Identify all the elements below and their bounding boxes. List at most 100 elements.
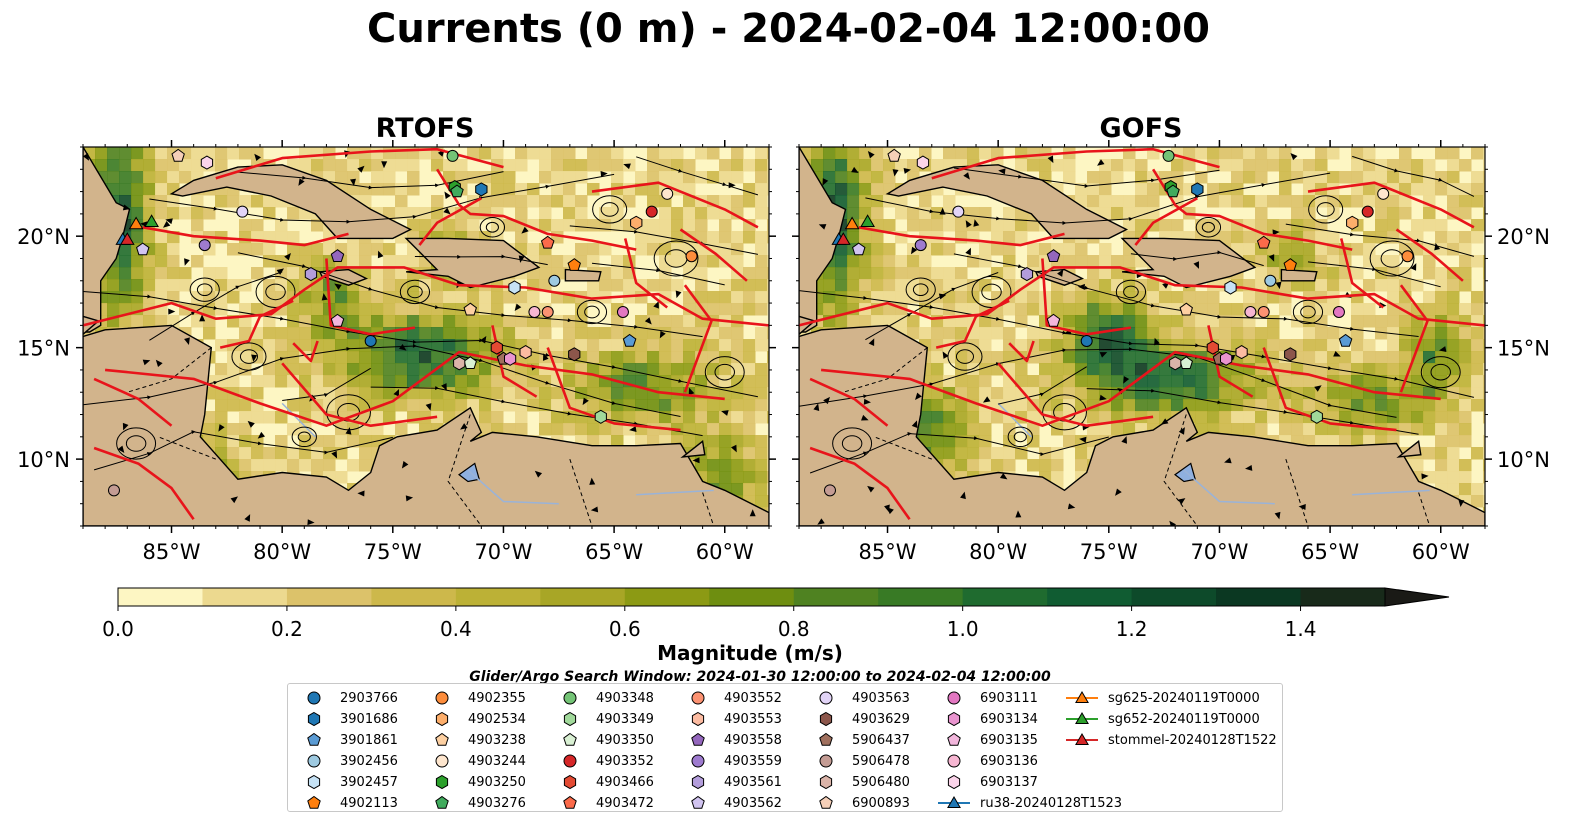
float-4903244 (661, 187, 674, 200)
colorbar-segment (1300, 588, 1386, 606)
float-4903238 (1179, 302, 1193, 316)
x-tick-label: 80°W (969, 540, 1027, 564)
legend-marker (435, 691, 449, 705)
legend-item: 4903238 (424, 730, 526, 750)
legend-item: 3902457 (296, 772, 398, 792)
legend-marker (435, 711, 449, 727)
legend-label: 4902113 (340, 795, 398, 811)
legend-label: 3901686 (340, 711, 398, 727)
float-4903552 (1257, 305, 1270, 318)
legend-marker (307, 774, 321, 790)
legend-label: 4903352 (596, 753, 654, 769)
legend-label: 4903563 (852, 690, 910, 706)
legend-marker (819, 754, 833, 768)
float-4903466 (1206, 340, 1219, 355)
legend-item: 4903562 (680, 793, 782, 813)
float-4903562 (852, 242, 866, 256)
legend-label: 4903348 (596, 690, 654, 706)
legend-item: 4903563 (808, 688, 910, 708)
legend-item: 4903552 (680, 688, 782, 708)
float-4903562 (136, 242, 150, 256)
legend-label: 4903350 (596, 732, 654, 748)
float-4903466 (490, 340, 503, 355)
legend-marker (563, 711, 577, 727)
legend-marker (563, 754, 577, 768)
legend-label: 5906480 (852, 774, 910, 790)
colorbar-segment (709, 588, 795, 606)
colorbar-segment (878, 588, 964, 606)
colorbar-segment (1131, 588, 1217, 606)
float-3902457 (1224, 280, 1237, 295)
float-6903111 (616, 305, 629, 318)
x-tick-label: 80°W (253, 540, 311, 564)
x-tick-label: 75°W (1080, 540, 1138, 564)
x-tick-label: 60°W (1412, 540, 1470, 564)
float-4903563 (236, 205, 249, 218)
legend-marker (307, 691, 321, 705)
float-4903558 (330, 249, 345, 262)
float-6903137 (200, 155, 214, 170)
legend-item: 5906480 (808, 772, 910, 792)
legend-label: 4903562 (724, 795, 782, 811)
float-3902456 (1264, 274, 1277, 287)
x-tick-label: 75°W (364, 540, 422, 564)
float-3901861 (622, 333, 637, 347)
legend-marker (1066, 712, 1098, 724)
float-4903629 (1284, 347, 1297, 362)
float-3902457 (508, 280, 521, 295)
colorbar-segment (793, 588, 879, 606)
y-tick-label: 15°N (17, 337, 70, 361)
float-6903137 (916, 155, 930, 170)
legend-marker (435, 795, 449, 809)
legend-label: 6900893 (852, 795, 910, 811)
legend-marker (563, 795, 577, 809)
legend-label: 6903137 (980, 774, 1038, 790)
x-tick-label: 65°W (585, 540, 643, 564)
legend-marker (947, 732, 961, 746)
colorbar-tick-label: 1.4 (1285, 617, 1317, 641)
legend-marker (307, 711, 321, 727)
float-4902534 (1346, 215, 1359, 230)
legend-item: 6903134 (936, 709, 1038, 729)
legend-label: 4903349 (596, 711, 654, 727)
legend-item: 3902456 (296, 751, 398, 771)
float-2903766 (364, 334, 377, 347)
legend-marker (691, 754, 705, 768)
float-4903349 (594, 409, 607, 424)
legend-label: 2903766 (340, 690, 398, 706)
float-4902355 (685, 250, 698, 263)
legend-marker (307, 795, 321, 809)
float-6903136 (1244, 305, 1257, 318)
legend-label: 4903553 (724, 711, 782, 727)
legend-item: 4903466 (552, 772, 654, 792)
float-5906480 (453, 356, 466, 371)
legend-marker (691, 732, 705, 746)
legend-label: 3902457 (340, 774, 398, 790)
legend-item: ru38-20240128T1523 (936, 793, 1122, 813)
legend-item: 4903561 (680, 772, 782, 792)
legend-marker (563, 691, 577, 705)
float-2903766 (1080, 334, 1093, 347)
float-6903135 (1046, 313, 1061, 327)
glider-sg652-20240119T0000 (860, 214, 875, 227)
legend-item: 4903250 (424, 772, 526, 792)
colorbar-extend-arrow (1384, 587, 1450, 607)
float-3901686 (475, 182, 488, 197)
legend-item: 4903352 (552, 751, 654, 771)
legend-label: 4902534 (468, 711, 526, 727)
glider-sg625-20240119T0000 (844, 216, 860, 230)
legend: 2903766 3901686 3901861 3902456 3902457 49021… (287, 683, 1283, 812)
colorbar-segment (540, 588, 626, 606)
legend-item: 4903558 (680, 730, 782, 750)
legend-marker (691, 795, 705, 809)
colorbar-tick-label: 1.0 (947, 617, 979, 641)
legend-item: 4903349 (552, 709, 654, 729)
y-tick-label: 10°N (1497, 448, 1550, 472)
legend-item: 6900893 (808, 793, 910, 813)
colorbar-tick-label: 0.0 (102, 617, 134, 641)
float-5906478 (823, 484, 836, 497)
colorbar-segment (455, 588, 541, 606)
y-tick-label: 20°N (17, 225, 70, 249)
legend-label: 4903558 (724, 732, 782, 748)
